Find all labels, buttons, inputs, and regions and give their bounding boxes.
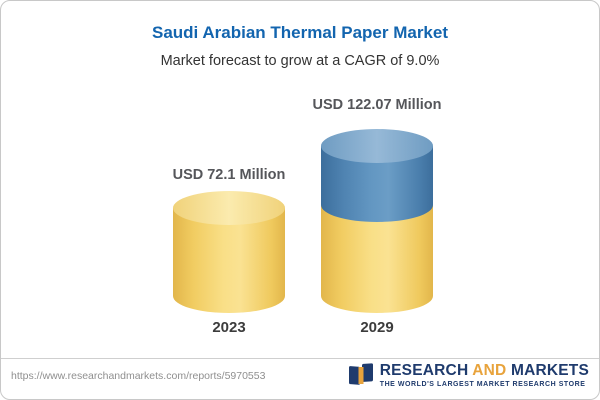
- report-url[interactable]: https://www.researchandmarkets.com/repor…: [11, 370, 266, 382]
- value-label-2029: USD 122.07 Million: [312, 97, 442, 113]
- logo-wordmark: RESEARCH AND MARKETS: [380, 362, 589, 379]
- logo-word-and: AND: [472, 362, 507, 379]
- cylinder-cap-2029: [321, 129, 433, 163]
- bar-cylinder-2023: [173, 191, 285, 313]
- researchandmarkets-logo-icon: [348, 363, 373, 385]
- logo-tagline: THE WORLD'S LARGEST MARKET RESEARCH STOR…: [379, 381, 586, 388]
- footer-divider: [1, 358, 599, 359]
- cylinder-body-2023: [173, 208, 285, 313]
- x-axis-label-2029: 2029: [360, 319, 394, 336]
- logo-text-block: RESEARCH AND MARKETS THE WORLD'S LARGEST…: [380, 362, 589, 388]
- cylinder-cap-2023: [173, 191, 285, 225]
- chart-title: Saudi Arabian Thermal Paper Market: [151, 23, 449, 42]
- bar-cylinder-2029: [321, 129, 433, 313]
- logo-word-markets: MARKETS: [506, 362, 589, 379]
- value-label-2023: USD 72.1 Million: [172, 167, 286, 183]
- logo-word-research: RESEARCH: [379, 362, 473, 379]
- researchandmarkets-logo: RESEARCH AND MARKETS THE WORLD'S LARGEST…: [348, 362, 589, 388]
- chart-subtitle: Market forecast to grow at a CAGR of 9.0…: [160, 53, 440, 69]
- cylinder-body-2029-lower: [321, 205, 433, 313]
- x-axis-label-2023: 2023: [212, 319, 246, 336]
